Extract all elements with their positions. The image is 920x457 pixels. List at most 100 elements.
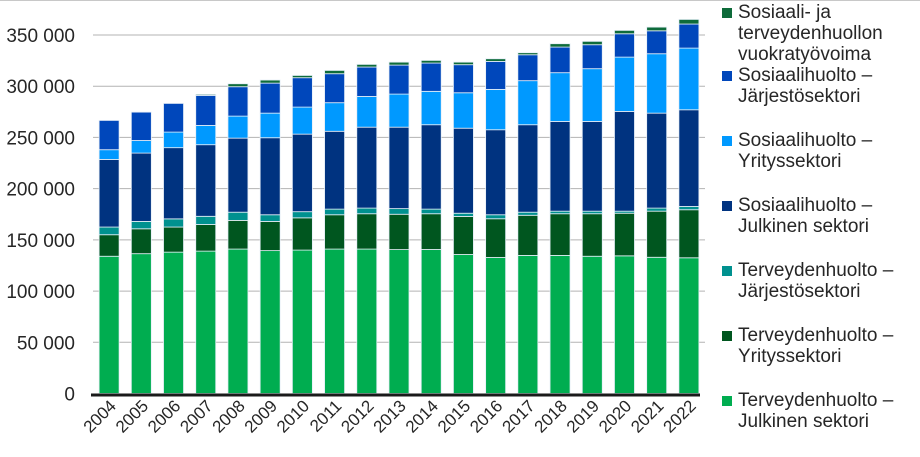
y-tick-label: 200 000 [6,180,75,201]
x-tick-label: 2018 [531,396,571,436]
bar-segment [324,130,345,210]
x-tick-label: 2019 [563,396,603,436]
x-tick-label: 2013 [370,396,410,436]
legend-item-vuokratyovoima: Sosiaali- ja terveydenhuollon vuokratyöv… [722,2,920,65]
bar-segment [420,62,442,92]
y-tick-label: 300 000 [6,77,75,98]
bar-segment [678,23,700,49]
bar-segment [130,228,152,255]
bar-segment [356,63,378,68]
legend-item-sosiaalihuolto-yrityssektori: Sosiaalihuolto – Yrityssektori [722,130,920,195]
y-axis-ticks: 0 50 000 100 000 150 000 200 000 250 000 300 0… [6,26,75,406]
bar-segment [356,96,378,128]
bar-segment [388,249,410,394]
x-tick-label: 2016 [466,396,506,436]
x-tick-label: 2006 [144,396,184,436]
legend-swatch [722,266,732,276]
legend-swatch [722,396,732,406]
bar-segment [678,209,700,259]
bar-segment [291,133,313,213]
bar-segment [259,214,281,222]
y-tick-label: 250 000 [6,128,75,149]
bar-segment [453,254,474,394]
x-tick-label: 2012 [337,396,377,436]
bar-segment [388,126,410,210]
bar-segment [291,77,313,108]
bar-segment [614,33,635,58]
bar-segment [291,249,313,394]
y-tick-label: 50 000 [17,333,75,354]
bar-segment [517,54,539,82]
bar-stack-2011 [324,70,345,394]
top-border [0,0,920,1]
bar-segment [581,44,603,70]
x-tick-label: 2005 [112,396,152,436]
bar-segment [517,80,539,126]
bar-segment [195,95,217,126]
bar-stack-2021 [646,26,668,394]
bar-segment [485,129,507,216]
bar-segment [420,213,442,250]
bar-segment [227,248,249,394]
bar-stack-2009 [259,79,281,394]
bar-segment [324,73,345,104]
bar-stack-2018 [549,43,571,394]
bar-segment [259,250,281,394]
bar-segment [130,152,152,222]
bar-segment [549,72,571,122]
bar-segment [453,127,474,214]
bar-stack-2016 [485,58,507,394]
bar-segment [130,253,152,394]
bar-segment [195,125,217,146]
legend-swatch [722,201,732,211]
x-tick-label: 2007 [176,396,216,436]
bar-stack-2022 [678,19,700,394]
bar-segment [324,214,345,250]
bar-segment [163,218,184,228]
bar-stack-2004 [98,120,120,394]
bar-segment [356,126,378,209]
bar-segment [549,255,571,394]
bar-segment [517,214,539,256]
bar-stack-2014 [420,60,442,394]
x-tick-label: 2020 [595,396,635,436]
legend: Sosiaali- ja terveydenhuollon vuokratyöv… [722,2,920,455]
bars [98,19,700,394]
bar-segment [517,52,539,56]
legend-label: Terveydenhuolto – Julkinen sektori [738,390,894,432]
bar-segment [291,211,313,219]
legend-item-terveydenhuolto-jarjestosektori: Terveydenhuolto – Järjestösektori [722,260,920,325]
bar-segment [420,208,442,215]
x-tick-label: 2010 [273,396,313,436]
bar-segment [646,256,668,394]
bar-segment [678,257,700,394]
gridlines [93,34,705,343]
bar-segment [517,211,539,216]
x-tick-label: 2021 [627,396,667,436]
bar-segment [163,103,184,133]
legend-swatch [722,71,732,81]
bar-segment [614,56,635,112]
bar-segment [549,43,571,48]
bar-segment [130,111,152,141]
bar-stack-2008 [227,83,249,394]
bar-segment [388,64,410,95]
bar-segment [581,40,603,46]
legend-item-sosiaalihuolto-jarjestosektori: Sosiaalihuolto – Järjestösektori [722,65,920,130]
bar-segment [420,249,442,394]
bar-segment [646,30,668,55]
legend-label: Terveydenhuolto – Järjestösektori [738,260,894,302]
x-tick-label: 2014 [402,396,442,436]
legend-swatch [722,331,732,341]
bar-segment [163,147,184,220]
bar-stack-2006 [163,103,184,394]
stacked-bar-chart: 0 50 000 100 000 150 000 200 000 250 000 300 0… [6,19,705,437]
bar-segment [420,124,442,210]
legend-label: Terveydenhuolto – Yrityssektori [738,325,894,367]
bar-stack-2017 [517,52,539,394]
legend-swatch [722,8,732,18]
bar-segment [614,212,635,257]
bar-segment [291,106,313,135]
bar-segment [356,213,378,250]
bar-segment [227,115,249,139]
